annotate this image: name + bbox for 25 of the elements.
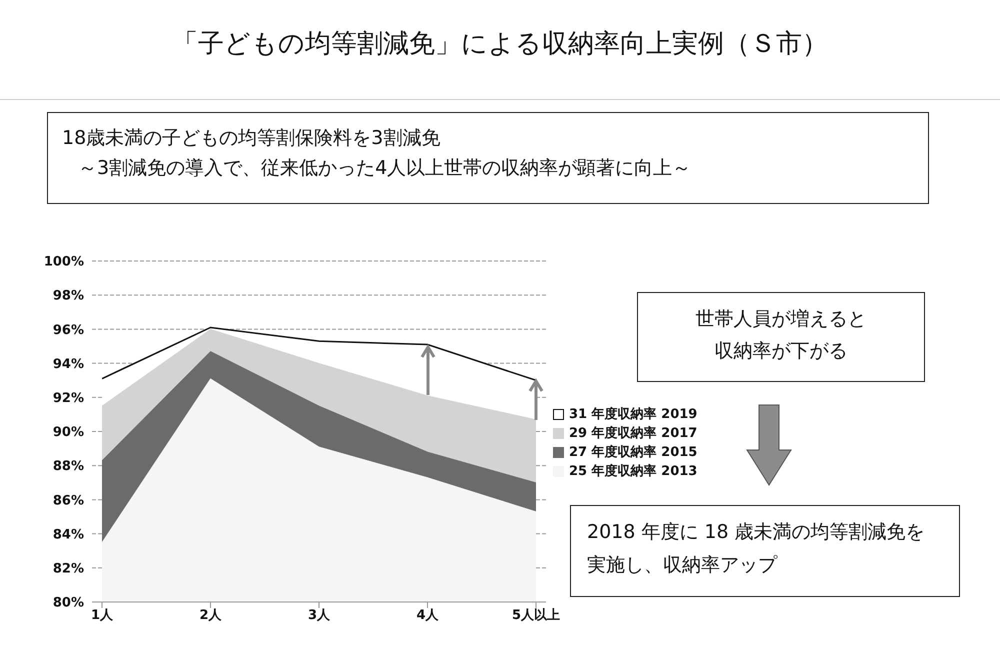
text: 18歳未満の子どもの均等割保険料を3割減免 [62,126,442,151]
text: 世帯人員が増えると収納率が下がる [637,292,925,382]
x-tick-label: 4人 [416,608,440,624]
x-tick-label: 5人以上 [512,608,560,624]
legend-label: 27 年度収納率 2015 [569,444,698,462]
chart-title: 「子どもの均等割減免」による収納率向上実例（Ｓ市） [171,28,829,61]
y-tick-label: 100% [44,254,84,270]
y-tick-label: 88% [52,459,84,474]
legend-label: 31 年度収納率 2019 [569,406,698,424]
y-tick-label: 98% [52,288,84,304]
y-tick-label: 90% [52,425,84,440]
legend-label: 25 年度収納率 2013 [569,462,698,481]
y-tick-label: 84% [52,527,84,542]
legend-label: 29 年度収納率 2017 [569,424,698,443]
y-tick-label: 92% [52,391,84,406]
x-tick-label: 3人 [308,608,332,624]
y-tick-label: 94% [52,356,84,372]
y-tick-label: 96% [52,322,84,338]
y-tick-label: 80% [52,596,84,611]
text: ～3割減免の導入で、従来低かった4人以上世帯の収納率が顕著に向上～ [77,156,692,181]
text: 2018 年度に 18 歳未満の均等割減免を実施し、収納率アップ [570,505,960,597]
y-tick-label: 86% [52,493,84,508]
x-tick-label: 1人 [90,608,114,624]
x-tick-label: 2人 [199,608,223,624]
y-tick-label: 82% [52,562,84,577]
